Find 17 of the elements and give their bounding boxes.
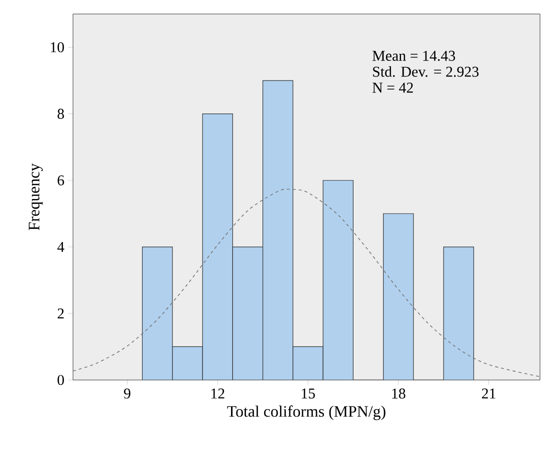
x-tick-label: 12 bbox=[211, 388, 224, 398]
x-tick-label: 18 bbox=[392, 388, 406, 399]
x-tick-label: 15 bbox=[302, 388, 315, 399]
y-tick-label: 8 bbox=[58, 108, 64, 119]
y-tick-label: 4 bbox=[57, 242, 64, 252]
y-tick-label: 0 bbox=[58, 374, 64, 386]
line-series bbox=[73, 188, 540, 378]
x-tick-label: 9 bbox=[124, 388, 130, 399]
annotation: Mean = 14.43 bbox=[372, 50, 456, 61]
x-axis-title: Total coliforms (MPN/g) bbox=[227, 405, 386, 420]
y-tick-label: 2 bbox=[58, 308, 64, 318]
annotation: Std. Dev. = 2.923 bbox=[373, 66, 479, 77]
y-tick-label: 6 bbox=[58, 175, 64, 186]
annotation: N = 42 bbox=[372, 82, 413, 93]
y-axis-title: Frequency bbox=[28, 163, 43, 230]
y-tick-label: 10 bbox=[50, 42, 64, 52]
x-tick-label: 21 bbox=[482, 388, 496, 398]
